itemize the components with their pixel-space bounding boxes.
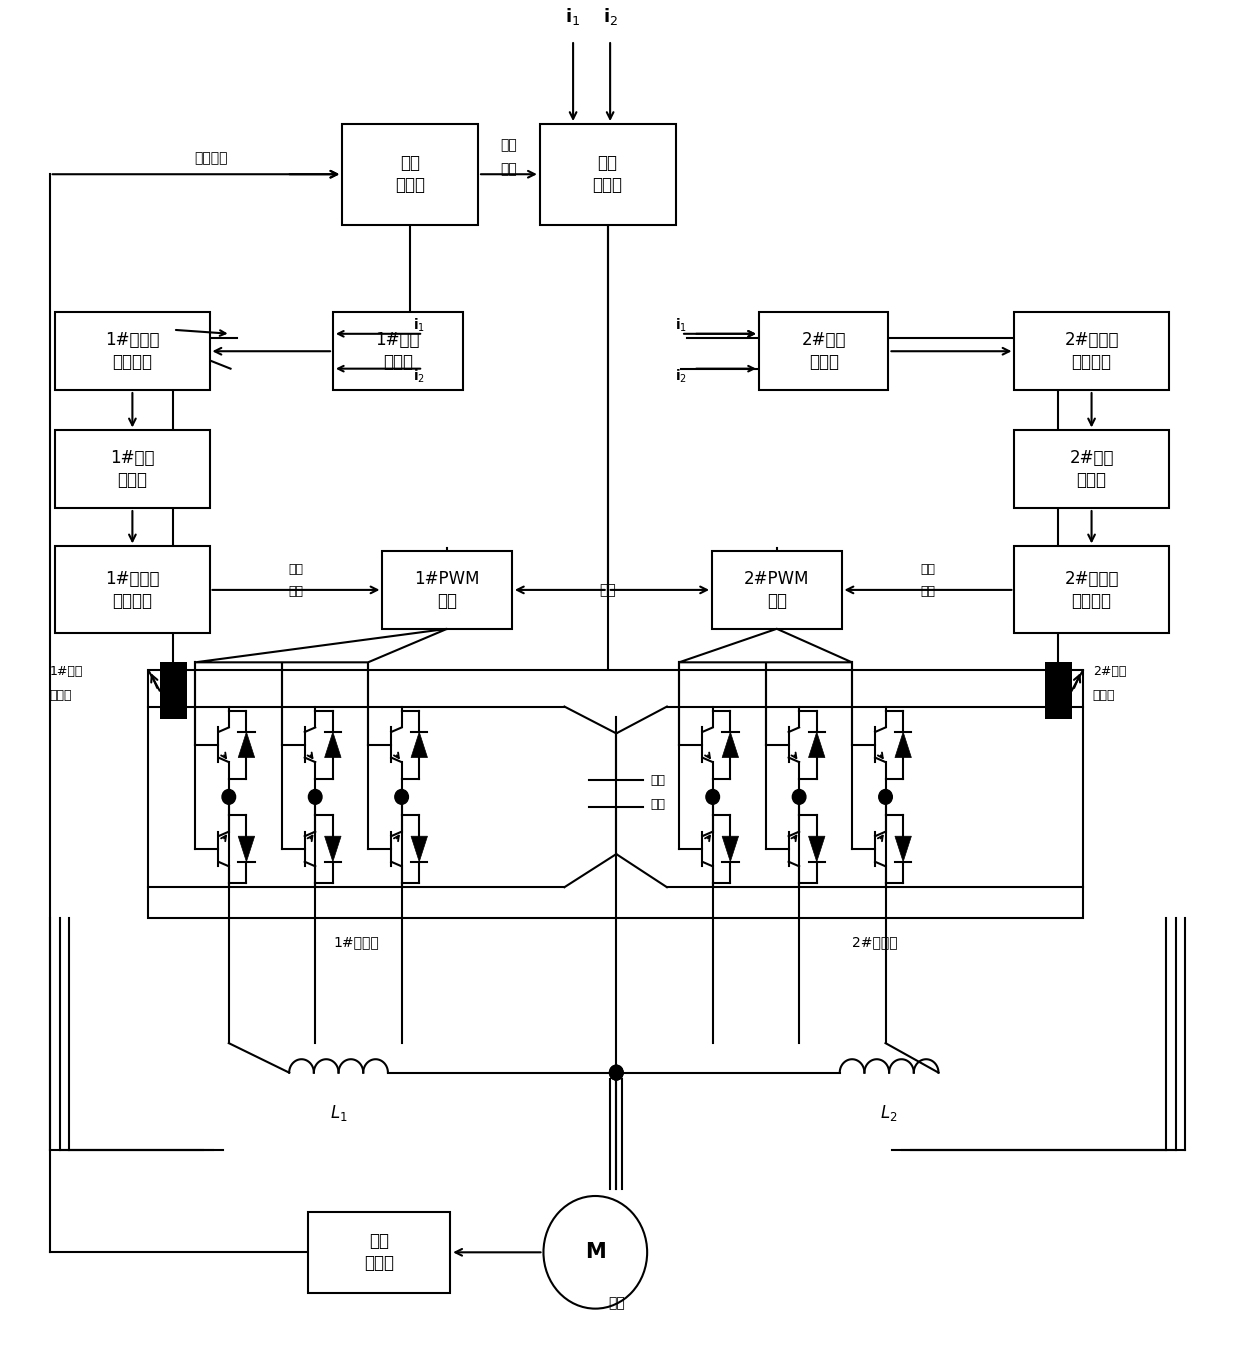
Text: 2#电流: 2#电流: [1092, 665, 1126, 678]
Polygon shape: [238, 731, 254, 757]
Bar: [309, 1212, 450, 1292]
Bar: [334, 312, 463, 389]
Text: 信号: 信号: [289, 585, 304, 597]
Bar: [56, 430, 210, 508]
Circle shape: [706, 790, 719, 805]
Bar: [1014, 547, 1169, 634]
Text: 电流: 电流: [501, 138, 517, 152]
Text: $L_1$: $L_1$: [330, 1103, 347, 1122]
Text: $\mathbf{i}_2$: $\mathbf{i}_2$: [675, 368, 687, 385]
Polygon shape: [195, 628, 448, 662]
Polygon shape: [325, 731, 341, 757]
Text: 2#PWM
单元: 2#PWM 单元: [744, 570, 810, 611]
Bar: [712, 551, 842, 628]
Text: 信号: 信号: [920, 585, 935, 597]
Text: 1#载波信
号发生器: 1#载波信 号发生器: [105, 570, 160, 611]
Text: 2#环流大
小计算器: 2#环流大 小计算器: [1064, 331, 1118, 372]
Text: $L_2$: $L_2$: [880, 1103, 898, 1122]
Text: 速度指令: 速度指令: [195, 151, 228, 166]
Circle shape: [394, 790, 408, 805]
Text: 速度
控制器: 速度 控制器: [396, 155, 425, 194]
Text: $\mathbf{i}_1$: $\mathbf{i}_1$: [565, 5, 580, 27]
Text: 1#PWM
单元: 1#PWM 单元: [414, 570, 480, 611]
Text: 1#相位
调整器: 1#相位 调整器: [110, 449, 155, 490]
Text: $\mathbf{i}_2$: $\mathbf{i}_2$: [413, 368, 425, 385]
Text: 1#环流
计算器: 1#环流 计算器: [376, 331, 420, 372]
Text: $\mathbf{i}_1$: $\mathbf{i}_1$: [675, 318, 687, 334]
Circle shape: [543, 1196, 647, 1308]
Text: 电机: 电机: [599, 584, 616, 597]
Circle shape: [309, 790, 322, 805]
Bar: [1014, 312, 1169, 389]
Text: 1#逆变器: 1#逆变器: [334, 935, 379, 950]
Polygon shape: [895, 731, 911, 757]
Polygon shape: [722, 836, 739, 862]
Bar: [149, 670, 1083, 919]
Text: 电流
控制器: 电流 控制器: [593, 155, 622, 194]
Text: 载波: 载波: [289, 563, 304, 577]
Polygon shape: [722, 731, 739, 757]
Bar: [56, 312, 210, 389]
Circle shape: [792, 790, 806, 805]
Circle shape: [610, 1065, 622, 1080]
Text: 载波: 载波: [920, 563, 935, 577]
Text: 速度
检测器: 速度 检测器: [365, 1232, 394, 1273]
Text: $\mathbf{i}_2$: $\mathbf{i}_2$: [603, 5, 618, 27]
Polygon shape: [895, 836, 911, 862]
Text: 2#逆变器: 2#逆变器: [852, 935, 898, 950]
Polygon shape: [680, 628, 852, 662]
Text: 2#载波信
号发生器: 2#载波信 号发生器: [1064, 570, 1118, 611]
Polygon shape: [325, 836, 341, 862]
Text: 电源: 电源: [651, 798, 666, 811]
Bar: [759, 312, 889, 389]
Bar: [1044, 662, 1071, 719]
Text: 电机: 电机: [608, 1296, 625, 1311]
Circle shape: [610, 1065, 622, 1080]
Bar: [382, 551, 512, 628]
Bar: [1014, 430, 1169, 508]
Polygon shape: [808, 836, 825, 862]
Polygon shape: [808, 731, 825, 757]
Circle shape: [879, 790, 893, 805]
Polygon shape: [410, 731, 428, 757]
Text: 2#环流
计算器: 2#环流 计算器: [801, 331, 846, 372]
Bar: [160, 662, 187, 719]
Text: M: M: [585, 1242, 605, 1262]
Text: 1#环流大
小计算器: 1#环流大 小计算器: [105, 331, 160, 372]
Bar: [56, 547, 210, 634]
Bar: [539, 123, 676, 224]
Text: 2#相位
调整器: 2#相位 调整器: [1069, 449, 1114, 490]
Text: 1#电流: 1#电流: [50, 665, 83, 678]
Circle shape: [222, 790, 236, 805]
Text: 检测器: 检测器: [1092, 689, 1115, 703]
Text: 指令: 指令: [501, 161, 517, 176]
Polygon shape: [238, 836, 254, 862]
Text: 检测器: 检测器: [50, 689, 72, 703]
Bar: [342, 123, 479, 224]
Text: 直流: 直流: [651, 773, 666, 787]
Text: $\mathbf{i}_1$: $\mathbf{i}_1$: [413, 318, 425, 334]
Polygon shape: [410, 836, 428, 862]
